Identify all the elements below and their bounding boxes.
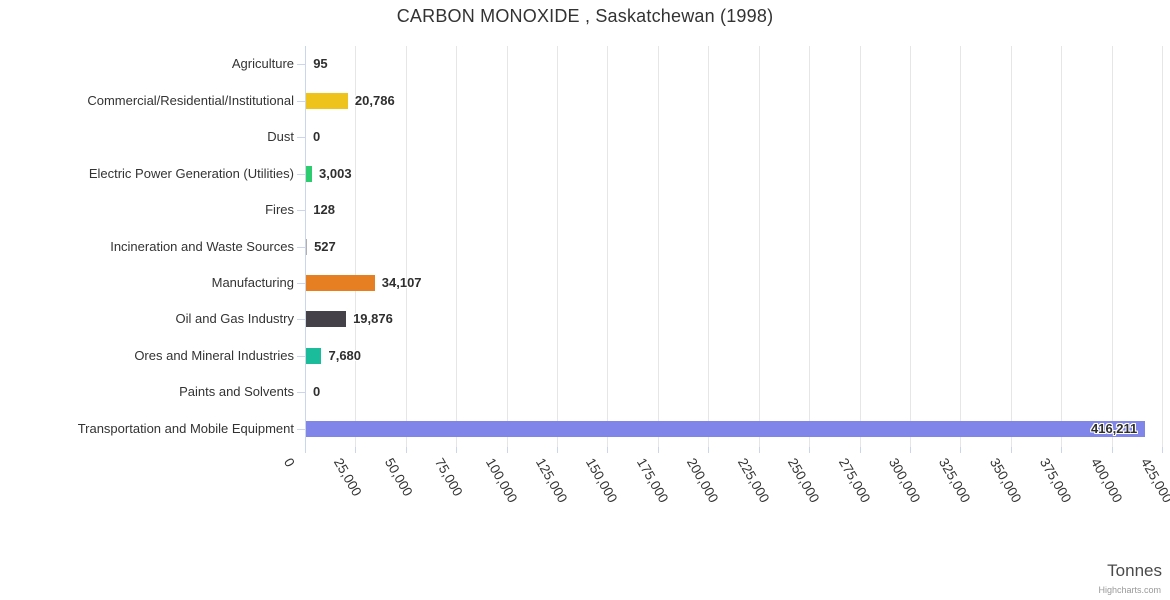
bar-commercial-residential-institutional[interactable] [306,92,348,109]
y-axis-tick [297,428,305,430]
gridline [355,46,357,447]
category-label: Incineration and Waste Sources [110,238,294,254]
x-axis-tick-label: 275,000 [835,455,873,506]
y-axis-tick [297,210,305,212]
value-label: 527 [314,238,336,254]
x-axis-tick-label: 250,000 [784,455,823,506]
gridline [909,46,911,447]
bar-incineration-and-waste-sources[interactable] [306,238,308,255]
y-axis-tick [297,392,305,394]
gridline [809,46,811,447]
x-axis-tick-label: 150,000 [583,455,621,506]
x-axis-tick [859,447,861,453]
y-axis-tick [297,319,305,321]
y-axis-tick [297,355,305,357]
value-label: 3,003 [319,165,352,181]
x-axis-tick [708,447,710,453]
category-label: Transportation and Mobile Equipment [77,420,294,436]
x-axis-tick [456,447,458,453]
x-axis-tick-label: 300,000 [885,455,924,506]
bar-manufacturing[interactable] [306,274,375,291]
x-axis-tick [809,447,811,453]
x-axis-title: Tonnes [1107,561,1162,580]
bar-ores-and-mineral-industries[interactable] [306,347,322,364]
x-axis-tick [1010,447,1012,453]
x-axis-tick [758,447,760,453]
gridline [506,46,508,447]
x-axis-tick [305,447,306,453]
x-axis-tick [960,447,962,453]
highcharts-credit[interactable]: Highcharts.com [1098,585,1161,595]
gridline [1111,46,1113,447]
bar-electric-power-generation-utilities[interactable] [306,165,313,182]
category-label: Oil and Gas Industry [175,311,295,327]
gridline [1061,46,1063,447]
category-label: Electric Power Generation (Utilities) [88,165,294,181]
x-axis-tick-label: 225,000 [734,455,772,506]
gridline [456,46,458,447]
gridline [1010,46,1012,447]
x-axis-tick-label: 350,000 [986,455,1025,506]
gridline [1162,46,1163,447]
x-axis-tick-label: 175,000 [633,455,672,506]
y-axis-line [305,46,306,448]
value-label: 19,876 [353,311,393,327]
category-label: Paints and Solvents [179,384,294,400]
gridline [557,46,559,447]
chart-title: CARBON MONOXIDE , Saskatchewan (1998) [396,6,774,26]
x-axis-tick-label: 25,000 [331,455,365,499]
y-axis-tick [297,64,305,66]
category-label: Commercial/Residential/Institutional [87,92,294,108]
x-axis-tick-label: 50,000 [381,455,416,499]
value-label: 34,107 [381,274,422,290]
value-label: 20,786 [354,92,395,108]
x-axis-tick [355,447,357,453]
x-axis-tick [506,447,508,453]
x-axis-tick [1061,447,1063,453]
x-axis-tick [657,447,659,453]
x-axis-tick [1111,447,1113,453]
x-axis-tick-label: 200,000 [684,455,722,506]
gridline [960,46,962,447]
x-axis-tick-label: 75,000 [432,455,466,499]
category-label: Ores and Mineral Industries [134,347,294,363]
gridline [657,46,659,447]
y-axis-tick [297,282,305,284]
value-label: 416,211 [1090,420,1138,436]
x-axis-tick [1162,447,1163,453]
bar-oil-and-gas-industry[interactable] [306,311,347,328]
x-axis-tick [909,447,911,453]
x-axis-tick [607,447,609,453]
gridline [405,46,407,447]
x-axis-tick-label: 325,000 [936,455,974,506]
category-label: Agriculture [231,56,294,72]
x-axis-tick-label: 375,000 [1037,455,1075,506]
category-label: Dust [267,129,294,145]
category-label: Manufacturing [211,274,294,290]
y-axis-tick [297,100,305,102]
value-label: 95 [313,56,328,72]
y-axis-tick [297,137,305,139]
x-axis-tick [405,447,407,453]
bar-transportation-and-mobile-equipment[interactable] [306,420,1146,437]
x-axis-tick-label: 125,000 [532,455,571,506]
gridline [758,46,760,447]
y-axis-tick [297,246,305,248]
y-axis-tick [297,173,305,175]
gridline [859,46,861,447]
value-label: 128 [313,202,335,218]
gridline [607,46,609,447]
value-label: 0 [313,129,321,145]
x-axis-tick-label: 0 [280,455,298,470]
x-axis-tick-label: 400,000 [1087,455,1125,506]
category-label: Fires [265,202,294,218]
value-label: 0 [313,384,321,400]
x-axis-tick-label: 100,000 [482,455,520,506]
value-label: 7,680 [328,347,362,363]
x-axis-tick-label: 425,000 [1137,455,1170,506]
gridline [708,46,710,447]
x-axis-tick [557,447,559,453]
